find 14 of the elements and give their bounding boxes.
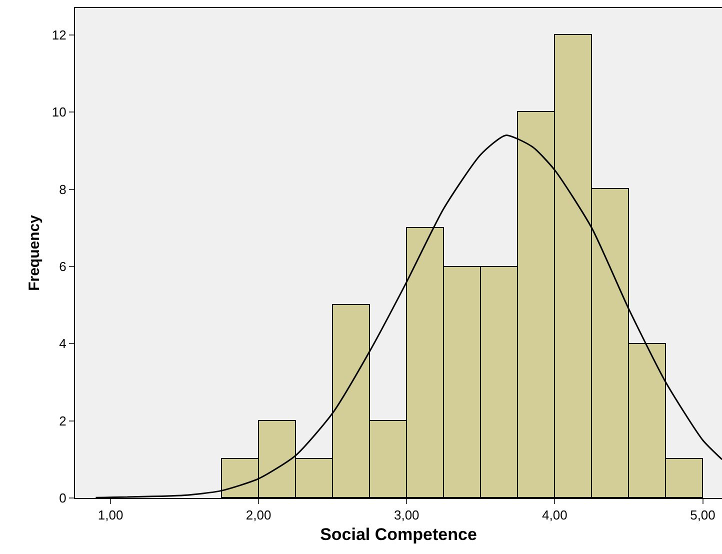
y-tick-label: 0 — [59, 490, 66, 506]
x-axis-title: Social Competence — [320, 525, 477, 544]
x-tick-label: 3,00 — [394, 508, 420, 523]
y-tick-label: 6 — [59, 259, 66, 274]
y-tick-label: 2 — [59, 413, 66, 428]
x-tick-label: 4,00 — [542, 508, 568, 523]
y-tick-label: 12 — [52, 28, 66, 43]
y-axis-title: Frequency — [26, 214, 44, 291]
y-tick-label: 10 — [52, 104, 66, 120]
x-tick-label: 1,00 — [98, 508, 124, 523]
y-tick-label: 4 — [59, 336, 66, 352]
x-tick-label: 2,00 — [246, 508, 272, 523]
y-tick-label: 8 — [59, 182, 66, 197]
x-tick-label: 5,00 — [690, 508, 716, 523]
